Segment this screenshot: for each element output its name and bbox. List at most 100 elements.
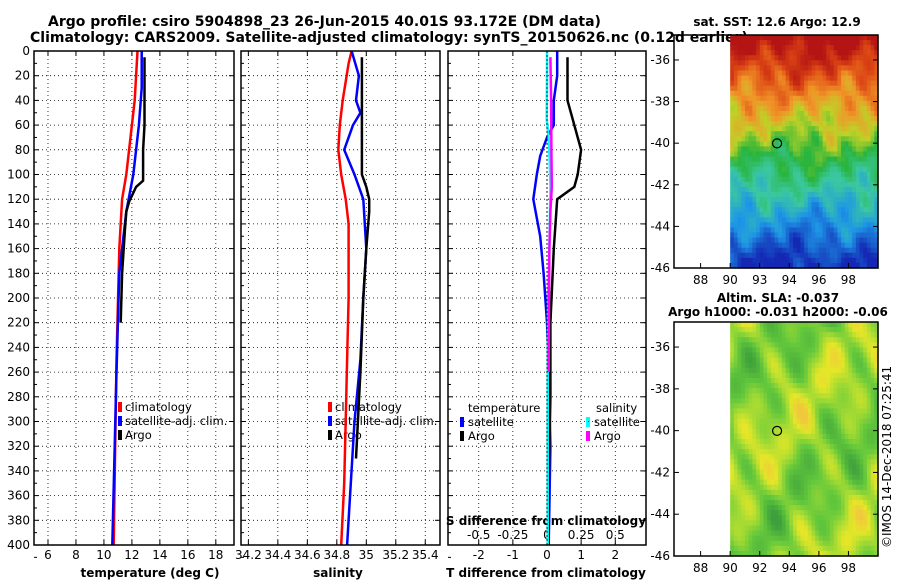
map-cell [756,352,761,359]
map-cell [759,222,765,229]
map-cell [767,494,772,501]
map-cell [737,90,742,97]
map-cell [789,423,794,430]
map-cell [800,65,805,72]
map-cell [774,357,779,364]
map-cell [815,171,820,178]
map-cell [852,65,857,72]
map-cell [748,362,753,369]
map-cell [818,393,824,399]
map-cell [822,535,827,542]
map-cell [770,413,776,420]
map-cell [785,357,790,364]
map-cell [741,131,746,137]
map-cell [781,55,787,61]
map-cell [741,530,746,537]
map-x-tick-label: 88 [693,561,708,575]
map-cell [874,322,879,328]
map-cell [756,332,761,338]
map-cell [811,469,816,476]
map-cell [811,70,816,77]
map-cell [785,449,790,455]
map-cell [848,222,853,229]
map-cell [804,505,809,511]
map-cell [804,197,809,203]
map-cell [863,433,868,440]
map-cell [841,388,846,394]
map-cell [730,60,735,66]
map-cell [767,388,772,394]
map-cell [756,393,761,399]
map-cell [848,105,853,112]
map-cell [815,449,820,455]
map-cell [811,500,816,506]
map-cell [770,322,776,328]
map-cell [800,464,805,471]
map-cell [800,90,805,97]
map-cell [874,116,879,122]
map-cell [793,545,798,552]
map-cell [844,332,850,338]
map-cell [815,439,820,445]
map-cell [778,383,783,389]
map-cell [866,232,872,239]
map-cell [793,515,798,521]
map-cell [826,65,831,72]
map-cell [807,342,813,349]
map-cell [744,383,750,389]
map-cell [855,540,861,547]
map-cell [822,242,827,249]
map-cell [748,540,753,547]
map-cell [759,85,765,92]
map-cell [793,423,798,430]
map-cell [763,535,768,542]
map-cell [741,362,746,369]
map-cell [859,383,864,389]
map-cell [800,55,805,61]
map-cell [781,398,787,404]
map-cell [807,252,813,259]
map-cell [796,454,801,460]
map-cell [818,469,824,476]
map-cell [855,520,861,527]
map-cell [822,161,827,168]
map-cell [763,247,768,254]
map-cell [874,545,879,552]
map-cell [829,176,835,183]
map-cell [844,393,850,399]
map-cell [789,403,794,410]
map-cell [785,222,790,229]
temperature-panel: temperature (deg C) climatology satellit… [81,400,228,580]
map-cell [829,327,835,333]
map-cell [752,257,757,264]
map-cell [774,428,779,435]
map-cell [848,136,853,142]
map-cell [741,444,746,450]
map-cell [800,151,805,158]
map-cell [818,449,824,455]
map-cell [818,418,824,425]
map-cell [774,469,779,476]
map-cell [789,100,794,107]
map-cell [796,70,801,77]
map-cell [852,342,857,349]
map-cell [822,197,827,203]
map-cell [833,156,838,163]
plot-frame [240,50,441,546]
map-cell [767,257,772,264]
map-cell [815,217,820,224]
map-cell [770,449,776,455]
map-cell [800,474,805,481]
map-cell [848,65,853,72]
map-cell [733,367,739,374]
map-cell [730,505,735,511]
map-cell [752,372,757,379]
map-cell [855,535,861,542]
map-cell [822,484,827,491]
x-tick-label: 10 [96,548,111,562]
map-cell [837,362,842,369]
map-cell [756,227,761,234]
map-cell [815,403,820,410]
map-cell [744,171,750,178]
